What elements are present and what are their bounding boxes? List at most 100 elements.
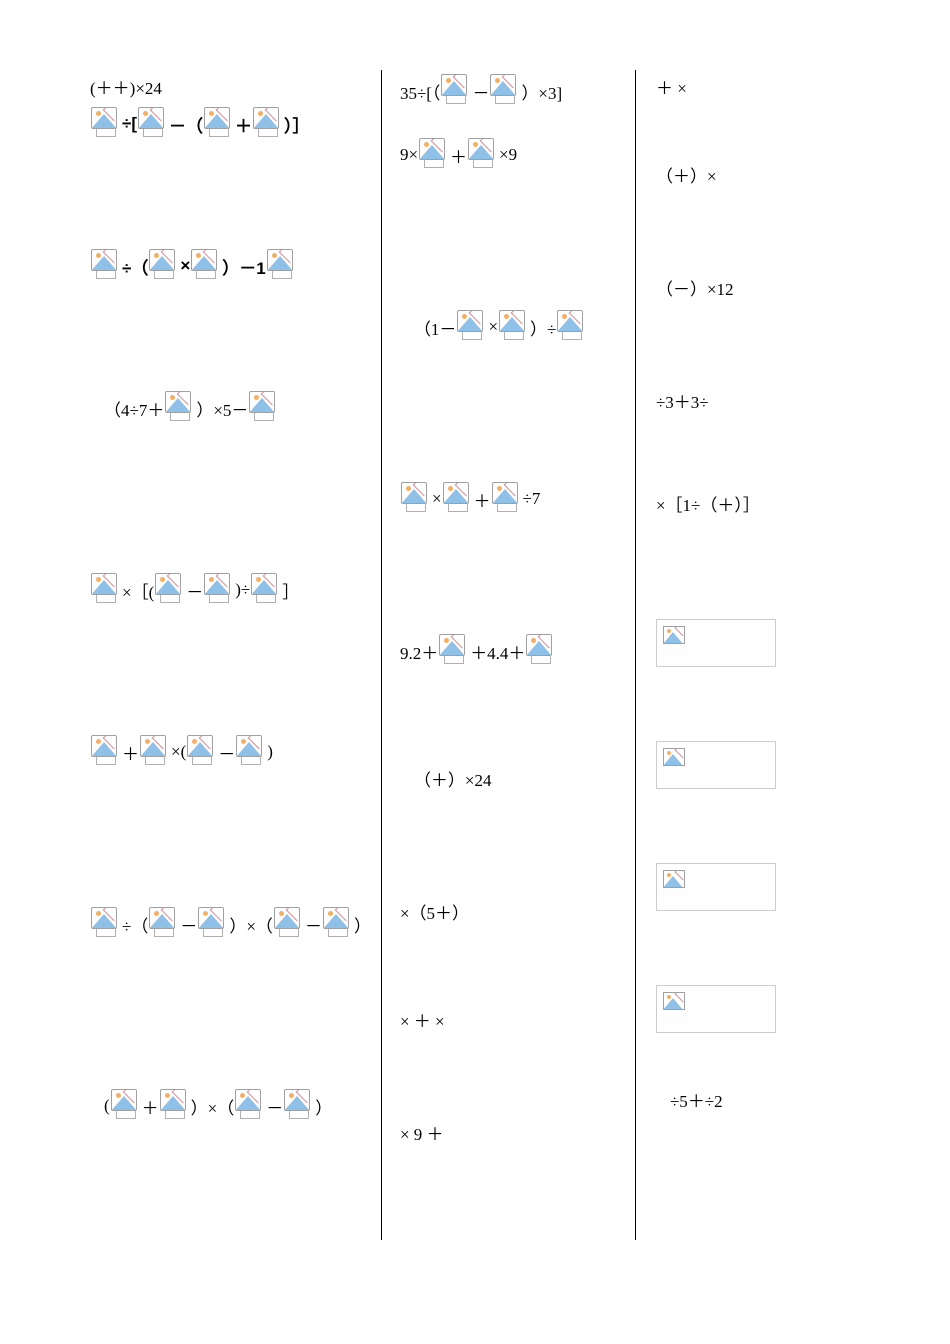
text: ＋ xyxy=(122,740,139,765)
text: × xyxy=(488,317,498,337)
text: ）×5－ xyxy=(196,396,248,421)
text: ）×（ xyxy=(229,912,273,937)
text: ＋ xyxy=(235,112,252,137)
text: （1－ xyxy=(414,315,457,340)
text: 35÷[（ xyxy=(400,79,441,104)
text: ）×3] xyxy=(521,79,562,104)
placeholder-icon xyxy=(468,138,498,172)
large-placeholder-box xyxy=(656,985,776,1033)
expr-3-3: （－）×12 xyxy=(656,271,880,304)
placeholder-icon xyxy=(267,249,297,283)
columns-container: (＋＋)×24 ÷[ －（ ＋ ）］ ÷（ × ）－1 xyxy=(80,70,890,1240)
expr-3-4: ÷3＋3÷ xyxy=(656,384,880,417)
large-placeholder-box xyxy=(656,863,776,911)
placeholder-icon xyxy=(149,249,179,283)
placeholder-icon xyxy=(249,391,279,425)
text: ＋ xyxy=(450,143,467,168)
text: ）÷ xyxy=(530,315,556,340)
page: (＋＋)×24 ÷[ －（ ＋ ）］ ÷（ × ）－1 xyxy=(0,0,950,1344)
placeholder-icon xyxy=(253,107,283,141)
placeholder-icon xyxy=(138,107,168,141)
expr-1-5: ×［( － )÷ ］ xyxy=(90,569,371,611)
text: × xyxy=(180,256,190,276)
text: ×9 xyxy=(499,145,517,165)
text: )÷ xyxy=(235,580,250,600)
placeholder-icon xyxy=(91,907,121,941)
text: × ＋ × xyxy=(400,1007,445,1032)
placeholder-icon xyxy=(165,391,195,425)
text: ÷[ xyxy=(122,114,137,134)
placeholder-icon xyxy=(401,482,431,516)
text: ×（5＋） xyxy=(400,899,469,924)
text: ÷（ xyxy=(122,254,148,279)
text: （－）×12 xyxy=(656,275,734,300)
text: ）］ xyxy=(284,112,310,137)
text: ×［1÷（＋）］ xyxy=(656,491,760,516)
text: × xyxy=(432,489,442,509)
placeholder-icon xyxy=(91,735,121,769)
text: （＋）×24 xyxy=(414,766,492,791)
expr-2-4: × ＋ ÷7 xyxy=(400,478,625,520)
large-placeholder-box xyxy=(656,619,776,667)
placeholder-icon xyxy=(204,573,234,607)
placeholder-icon xyxy=(91,107,121,141)
placeholder-icon xyxy=(251,573,281,607)
text: × 9 ＋ xyxy=(400,1120,444,1145)
expr-2-3: （1－ × ）÷ xyxy=(400,306,625,348)
text: ） xyxy=(315,1094,332,1119)
column-1: (＋＋)×24 ÷[ －（ ＋ ）］ ÷（ × ）－1 xyxy=(80,70,382,1240)
placeholder-icon xyxy=(111,1089,141,1123)
placeholder-icon xyxy=(160,1089,190,1123)
text: ×［( xyxy=(122,578,154,603)
expr-2-8: × ＋ × xyxy=(400,1003,625,1036)
expr-2-7: ×（5＋） xyxy=(400,895,625,928)
expr-1-8: ( ＋ ）×（ － ） xyxy=(90,1085,371,1127)
placeholder-icon xyxy=(274,907,304,941)
text: － xyxy=(218,740,235,765)
placeholder-icon xyxy=(439,634,469,668)
text: ×( xyxy=(171,742,186,762)
expr-2-2: 9× ＋ ×9 xyxy=(400,134,625,176)
text: ÷3＋3÷ xyxy=(656,388,709,413)
text: －（ xyxy=(169,112,203,137)
expr-3-1: ＋ × xyxy=(656,70,880,103)
expr-3-2: （＋）× xyxy=(656,158,880,191)
text: 9.2＋ xyxy=(400,639,438,664)
column-3: ＋ × （＋）× （－）×12 ÷3＋3÷ ×［1÷（＋）］ xyxy=(636,70,890,1240)
placeholder-icon xyxy=(149,907,179,941)
placeholder-icon xyxy=(457,310,487,344)
text: ÷5＋÷2 xyxy=(670,1087,723,1112)
placeholder-icon xyxy=(557,310,587,344)
placeholder-icon xyxy=(419,138,449,172)
expr-2-5: 9.2＋ ＋4.4＋ xyxy=(400,630,625,672)
text: ÷（ xyxy=(122,912,148,937)
text: ） xyxy=(354,912,371,937)
expr-1-7: ÷（ － ）×（ － ） xyxy=(90,903,371,945)
text: ）×（ xyxy=(191,1094,235,1119)
placeholder-icon xyxy=(441,74,471,108)
placeholder-icon xyxy=(490,74,520,108)
placeholder-icon xyxy=(492,482,522,516)
placeholder-icon xyxy=(191,249,221,283)
text: ＋4.4＋ xyxy=(470,639,525,664)
placeholder-icon xyxy=(155,573,185,607)
placeholder-icon xyxy=(198,907,228,941)
text: （＋）× xyxy=(656,162,717,187)
column-2: 35÷[（ － ）×3] 9× ＋ ×9 （1－ × ）÷ xyxy=(382,70,636,1240)
placeholder-icon xyxy=(526,634,556,668)
text: － xyxy=(472,79,489,104)
text: ＋ xyxy=(474,487,491,512)
placeholder-icon xyxy=(91,249,121,283)
placeholder-icon xyxy=(443,482,473,516)
text: ＋ × xyxy=(656,74,687,99)
placeholder-icon xyxy=(284,1089,314,1123)
text: － xyxy=(186,578,203,603)
expr-3-6: ÷5＋÷2 xyxy=(656,1083,880,1116)
text: ］ xyxy=(282,578,299,603)
expr-1-2: ÷[ －（ ＋ ）］ xyxy=(90,103,371,145)
text: 9× xyxy=(400,145,418,165)
text: (＋＋)×24 xyxy=(90,74,162,99)
expr-1-4: （4÷7＋ ）×5－ xyxy=(90,387,371,429)
large-placeholder-box xyxy=(656,741,776,789)
text: （4÷7＋ xyxy=(104,396,164,421)
